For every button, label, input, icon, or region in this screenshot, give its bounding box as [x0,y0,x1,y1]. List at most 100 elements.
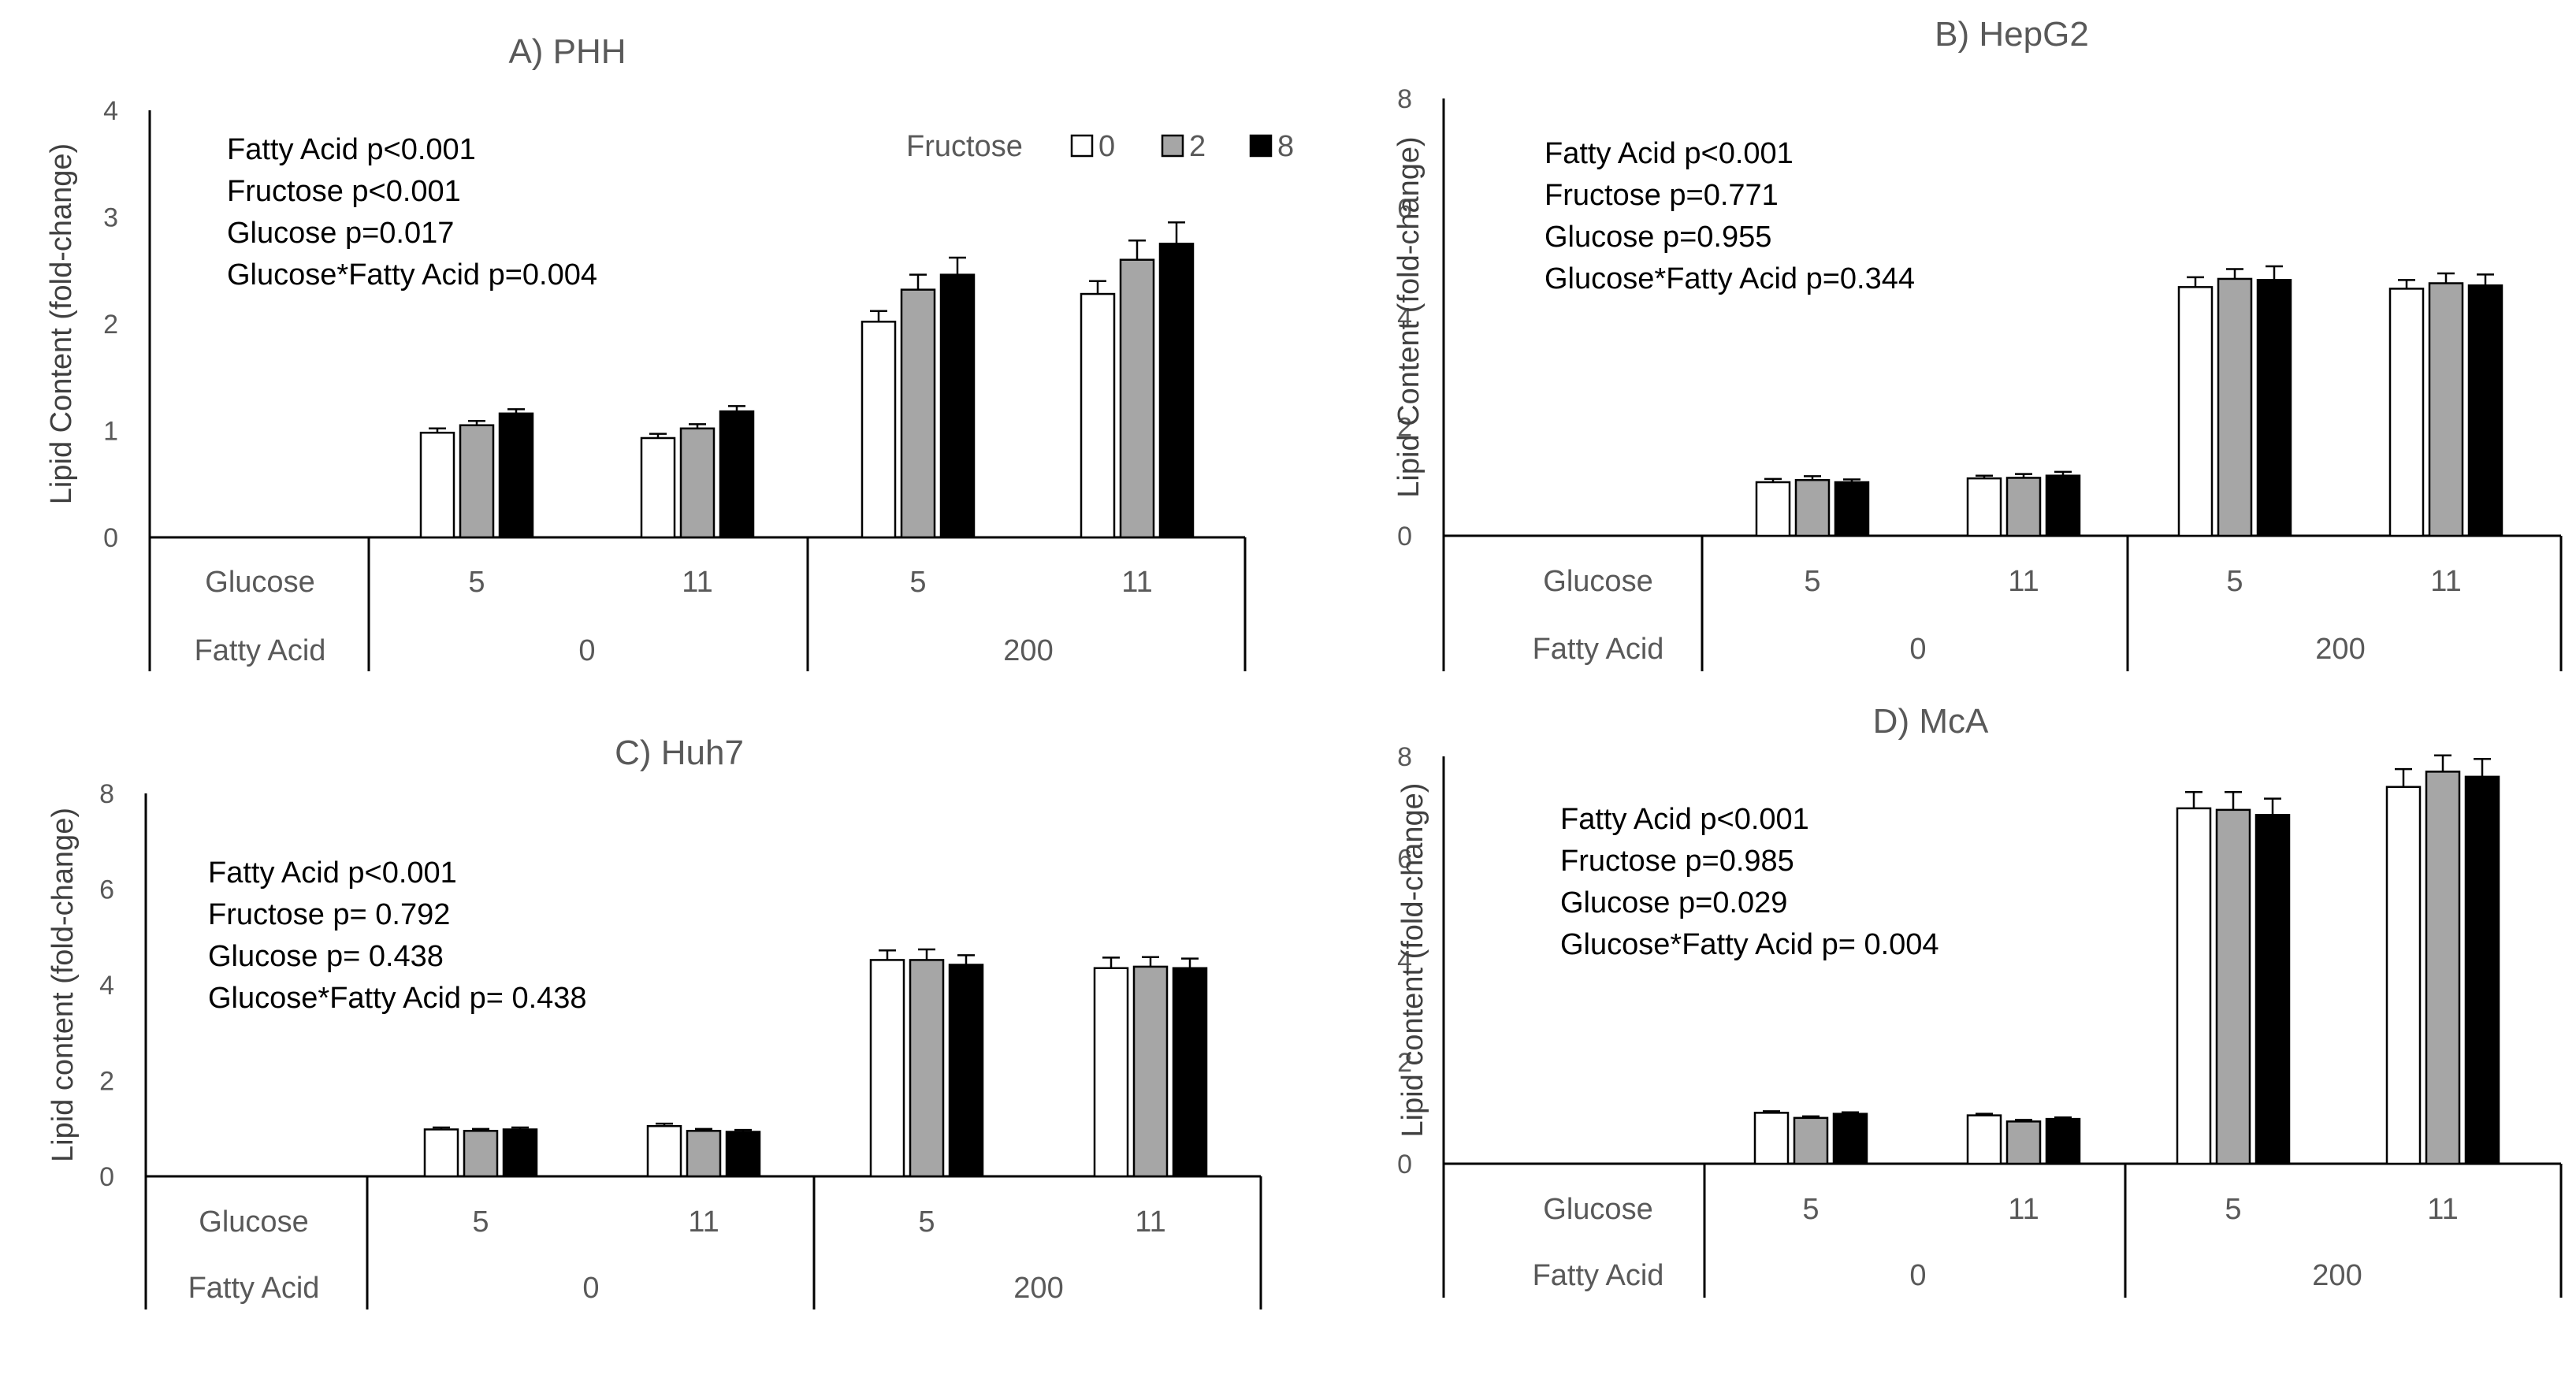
bar-series-0 [1080,292,1116,539]
y-tick-label: 6 [1397,194,1412,224]
bar-series-2 [909,959,945,1178]
group-label: 200 [1003,634,1053,667]
legend-entry: 8 [1277,130,1294,163]
category-label: 5 [472,1205,489,1239]
category-label: 5 [1802,1193,1819,1226]
bar-series-0 [1966,1114,2002,1165]
bar-series-8 [2045,474,2081,537]
chart-title: A) PHH [508,32,626,71]
stat-annotation: Glucose p=0.017 [227,217,454,250]
bar-series-8 [725,1131,761,1178]
bar-series-2 [1793,1116,1829,1165]
stat-annotation: Fatty Acid p<0.001 [1544,137,1794,170]
y-axis-label: Lipid content (fold-change) [46,808,80,1162]
category-label: 11 [2427,1193,2458,1226]
chart-panel-b: B) HepG2 0 2 4 6 8 Lipid Content (fold-change)… [1392,15,2563,671]
bar-series-0 [1966,477,2002,537]
bar-series-2 [2217,277,2253,537]
bar-series-8 [2045,1117,2081,1165]
stat-annotation: Fatty Acid p<0.001 [1560,803,1809,836]
bar-series-8 [2464,775,2500,1165]
bar-series-8 [939,273,976,539]
category-label: 11 [2008,1193,2039,1226]
bar-series-8 [1158,243,1195,539]
bar-series-8 [948,964,984,1178]
category-label: 11 [1135,1205,1165,1239]
row-label-fatty-acid: Fatty Acid [188,1272,320,1305]
y-tick-label: 8 [1397,84,1412,114]
group-label: 0 [1909,633,1926,666]
bar-series-0 [1753,1112,1790,1165]
category-label: 5 [918,1205,935,1239]
bar-series-0 [1755,481,1791,537]
bar-series-2 [1119,258,1155,539]
stat-annotation: Glucose*Fatty Acid p= 0.004 [1560,928,1939,961]
bar-series-2 [459,424,495,539]
bar-series-8 [498,412,534,539]
bar-series-2 [900,288,936,539]
bar-series-0 [423,1128,459,1178]
legend-swatch-0 [1070,134,1094,158]
y-tick-label: 4 [99,971,114,1001]
group-label: 200 [2315,633,2365,666]
bar-series-0 [2388,288,2425,537]
stat-annotation: Glucose*Fatty Acid p=0.004 [227,258,597,292]
y-tick-label: 2 [103,310,118,340]
chart-title: D) McA [1873,702,1989,741]
stat-annotation: Glucose p= 0.438 [208,940,444,973]
bar-series-0 [861,321,897,539]
y-tick-label: 6 [99,875,114,905]
category-label: 11 [2008,565,2039,598]
y-tick-label: 3 [103,203,118,233]
bar-series-2 [463,1130,499,1178]
chart-title: B) HepG2 [1935,15,2089,54]
category-label: 5 [2226,565,2243,598]
y-tick-label: 8 [1397,742,1412,772]
category-label: 11 [682,566,712,599]
bar-series-2 [1794,478,1831,537]
y-tick-label: 6 [1397,844,1412,874]
stat-annotation: Glucose p=0.029 [1560,886,1787,919]
bar-series-0 [646,1124,682,1178]
stat-annotation: Fatty Acid p<0.001 [227,133,476,166]
category-label: 11 [1121,566,1152,599]
chart-title: C) Huh7 [615,734,744,772]
bar-series-2 [686,1130,722,1178]
bar-series-0 [869,959,905,1178]
bar-series-8 [2254,814,2291,1165]
bar-series-0 [2177,286,2214,537]
legend-entry: 2 [1189,130,1206,163]
row-label-fatty-acid: Fatty Acid [1533,633,1664,666]
bar-series-2 [1132,965,1169,1178]
stat-annotation: Glucose p=0.955 [1544,221,1771,254]
group-label: 0 [578,634,595,667]
bar-series-8 [1834,481,1870,537]
row-label-glucose: Glucose [205,566,314,599]
y-tick-label: 0 [1397,522,1412,552]
bar-series-8 [2467,284,2504,537]
y-tick-label: 2 [1397,1048,1412,1078]
bar-series-2 [2425,771,2461,1165]
bar-series-8 [1832,1113,1868,1165]
stat-annotation: Fatty Acid p<0.001 [208,856,457,890]
group-label: 0 [582,1272,599,1305]
y-tick-label: 0 [99,1162,114,1192]
stat-annotation: Fructose p=0.985 [1560,845,1794,878]
y-tick-label: 1 [103,417,118,447]
category-label: 5 [2225,1193,2241,1226]
y-tick-label: 8 [99,779,114,809]
group-label: 200 [2312,1259,2362,1292]
y-tick-label: 2 [1397,412,1412,442]
bar-series-2 [2428,282,2464,537]
bar-series-2 [2215,808,2251,1165]
bar-series-0 [419,431,455,539]
legend-entry: 0 [1098,130,1115,163]
stat-annotation: Glucose*Fatty Acid p=0.344 [1544,262,1915,295]
group-label: 0 [1909,1259,1926,1292]
y-tick-label: 4 [1397,303,1412,333]
legend-title: Fructose [906,130,1023,163]
bar-series-8 [1172,967,1208,1178]
bar-series-2 [679,427,716,539]
bar-series-0 [2176,807,2212,1165]
